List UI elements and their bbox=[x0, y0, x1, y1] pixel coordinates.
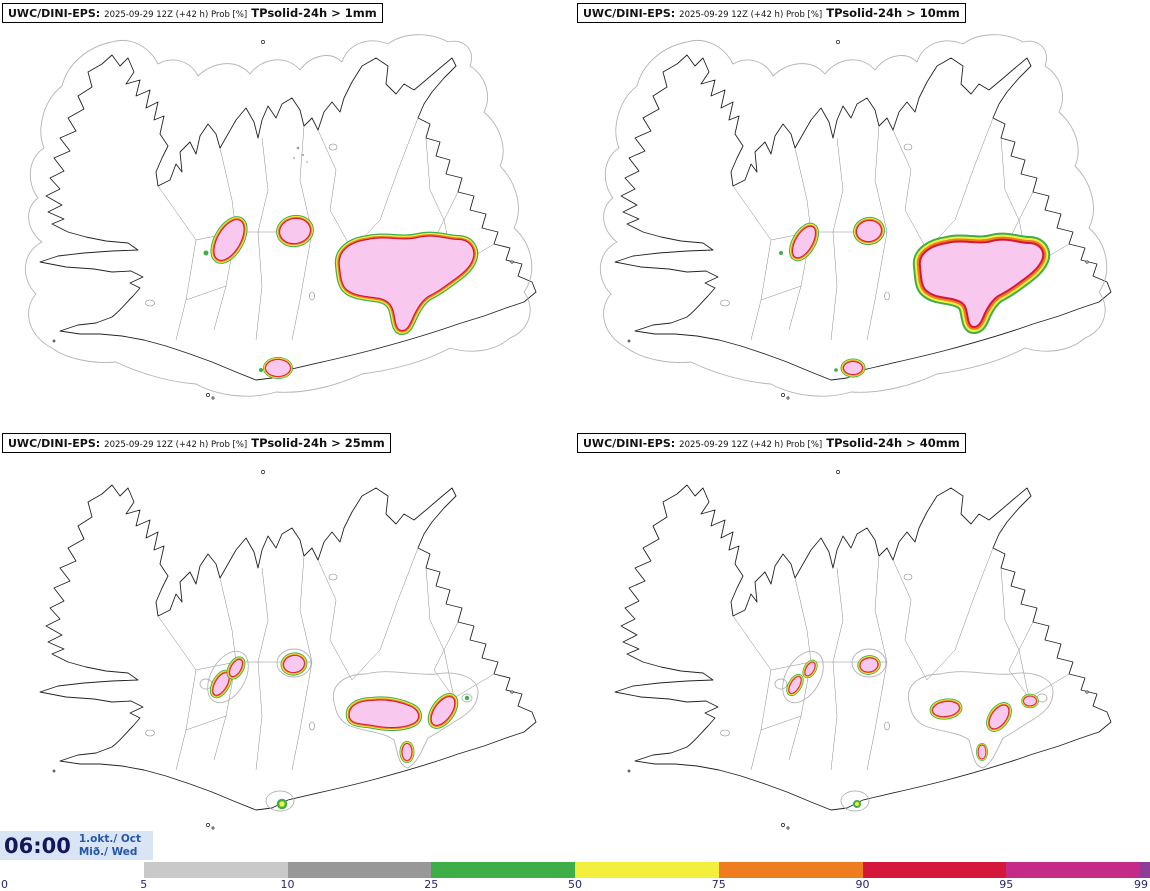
probability-contours bbox=[203, 215, 474, 376]
probability-contours bbox=[210, 654, 470, 810]
model-label: UWC/DINI-EPS: bbox=[8, 7, 101, 20]
valid-date-month: 1.okt./ Oct bbox=[78, 833, 142, 846]
valid-date: 1.okt./ Oct Mið./ Wed bbox=[79, 833, 141, 857]
panel-title: UWC/DINI-EPS: 2025-09-29 12Z (+42 h) Pro… bbox=[2, 3, 383, 23]
colorbar-segment bbox=[143, 862, 288, 878]
colorbar-tick: 10 bbox=[280, 878, 295, 891]
run-info-label: 2025-09-29 12Z (+42 h) Prob [%] bbox=[679, 440, 823, 450]
colorbar-tick: 0 bbox=[1, 878, 8, 891]
threshold-label: TPsolid-24h > 10mm bbox=[826, 6, 960, 20]
colorbar-tick: 90 bbox=[855, 878, 870, 891]
colorbar-tick: 99 bbox=[1134, 878, 1148, 891]
valid-date-weekday: Mið./ Wed bbox=[78, 845, 138, 858]
map-panel-tp1mm: UWC/DINI-EPS: 2025-09-29 12Z (+42 h) Pro… bbox=[0, 0, 575, 430]
iceland-map bbox=[599, 34, 1112, 400]
panel-title: UWC/DINI-EPS: 2025-09-29 12Z (+42 h) Pro… bbox=[577, 433, 966, 453]
panel-title: UWC/DINI-EPS: 2025-09-29 12Z (+42 h) Pro… bbox=[577, 3, 966, 23]
colorbar-segment bbox=[575, 862, 719, 878]
colorbar-blank bbox=[0, 862, 144, 878]
colorbar-segment bbox=[1006, 862, 1140, 878]
colorbar-segment bbox=[862, 862, 1007, 878]
colorbar-tick: 50 bbox=[568, 878, 582, 891]
valid-time-box: 06:00 1.okt./ Oct Mið./ Wed bbox=[0, 831, 154, 860]
map-panel-tp25mm: UWC/DINI-EPS: 2025-09-29 12Z (+42 h) Pro… bbox=[0, 430, 575, 860]
colorbar-tick: 95 bbox=[999, 878, 1014, 891]
model-label: UWC/DINI-EPS: bbox=[583, 7, 676, 20]
colorbar-tick: 5 bbox=[140, 878, 148, 891]
run-info-label: 2025-09-29 12Z (+42 h) Prob [%] bbox=[104, 440, 248, 450]
probability-contours bbox=[779, 219, 1042, 374]
valid-time: 06:00 bbox=[4, 833, 71, 858]
colorbar-segment bbox=[1140, 862, 1150, 878]
map-grid: UWC/DINI-EPS: 2025-09-29 12Z (+42 h) Pro… bbox=[0, 0, 1150, 860]
colorbar-segment bbox=[431, 862, 575, 878]
colorbar-segment bbox=[718, 862, 863, 878]
iceland-map bbox=[39, 469, 537, 830]
map-panel-tp10mm: UWC/DINI-EPS: 2025-09-29 12Z (+42 h) Pro… bbox=[575, 0, 1150, 430]
threshold-label: TPsolid-24h > 1mm bbox=[251, 6, 377, 20]
colorbar-ticks: 0 5 10 25 50 75 90 95 99 bbox=[0, 878, 1150, 891]
probability-contours bbox=[787, 657, 1036, 808]
colorbar-segment bbox=[287, 862, 432, 878]
map-panel-tp40mm: UWC/DINI-EPS: 2025-09-29 12Z (+42 h) Pro… bbox=[575, 430, 1150, 860]
model-label: UWC/DINI-EPS: bbox=[583, 437, 676, 450]
model-label: UWC/DINI-EPS: bbox=[8, 437, 101, 450]
run-info-label: 2025-09-29 12Z (+42 h) Prob [%] bbox=[104, 10, 248, 20]
colorbar-tick: 25 bbox=[424, 878, 439, 891]
probability-colorbar bbox=[0, 862, 1150, 878]
panel-title: UWC/DINI-EPS: 2025-09-29 12Z (+42 h) Pro… bbox=[2, 433, 391, 453]
threshold-label: TPsolid-24h > 25mm bbox=[251, 436, 385, 450]
run-info-label: 2025-09-29 12Z (+42 h) Prob [%] bbox=[679, 10, 823, 20]
threshold-label: TPsolid-24h > 40mm bbox=[826, 436, 960, 450]
colorbar-tick: 75 bbox=[711, 878, 726, 891]
iceland-map bbox=[24, 34, 537, 400]
iceland-map bbox=[614, 469, 1112, 830]
